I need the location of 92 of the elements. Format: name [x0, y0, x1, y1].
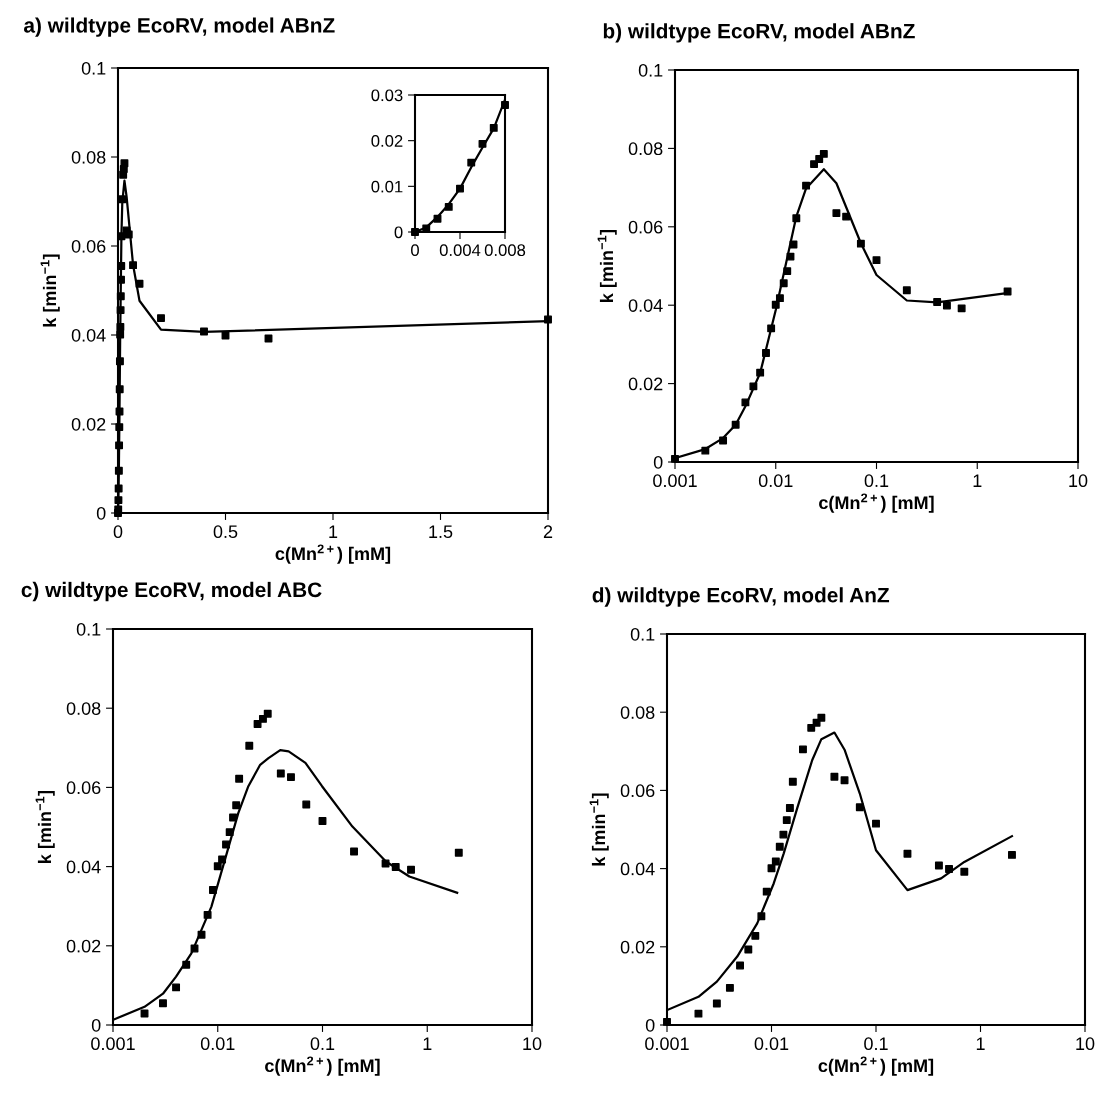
point — [264, 334, 273, 343]
x-tick-label: 0.01 — [200, 1037, 235, 1051]
point — [124, 230, 133, 239]
x-tick-label: 0.01 — [754, 1037, 789, 1051]
x-tick-label: 0 — [411, 244, 419, 257]
chart-title: b) wildtype EcoRV, model ABnZ — [603, 23, 915, 43]
chart-title: c) wildtype EcoRV, model ABC — [21, 581, 322, 602]
y-tick-label: 0.04 — [66, 860, 101, 874]
y-tick-label: 0.08 — [628, 142, 663, 156]
y-tick-label: 0.02 — [371, 135, 403, 147]
point — [114, 496, 123, 505]
point — [544, 315, 552, 324]
x-tick-label: 0 — [113, 525, 123, 539]
y-tick-label: 0.1 — [630, 627, 655, 641]
y-axis-title: k [min$^{−1}$] — [597, 229, 617, 302]
y-tick-label: 0 — [96, 506, 106, 520]
x-tick-label: 1 — [329, 525, 338, 538]
y-tick-label: 0.02 — [71, 417, 106, 431]
x-tick-label: 0.001 — [645, 1037, 689, 1051]
y-tick-label: 0.08 — [66, 702, 101, 715]
y-tick-label: 0.06 — [628, 220, 663, 234]
chart-title: a) wildtype EcoRV, model ABnZ — [24, 17, 335, 37]
y-tick-label: 0.04 — [620, 862, 655, 876]
point — [116, 323, 125, 331]
y-axis-title: k [min$^{−1}$] — [35, 790, 55, 863]
y-tick-label: 0.02 — [620, 940, 655, 954]
x-tick-label: 1 — [976, 1037, 985, 1050]
point — [433, 214, 442, 223]
point — [467, 158, 476, 167]
y-tick-label: 0.06 — [620, 784, 655, 798]
y-tick-label: 0.02 — [628, 377, 663, 391]
point — [200, 327, 208, 336]
x-tick-label: 10 — [1076, 1037, 1095, 1051]
x-tick-label: 0.5 — [213, 525, 238, 539]
x-axis-title: c(Mn$^{2+}$) [mM] — [819, 493, 934, 513]
y-tick-label: 0.1 — [76, 622, 101, 636]
x-tick-label: 0.01 — [758, 474, 793, 488]
y-tick-label: 0.01 — [371, 180, 403, 193]
y-axis-title: k [min$^{−1}$] — [589, 793, 609, 866]
point — [489, 123, 498, 132]
y-tick-label: 0 — [91, 1018, 101, 1032]
point — [115, 357, 124, 366]
y-tick-label: 0.06 — [66, 781, 101, 795]
y-tick-label: 0.04 — [628, 299, 663, 312]
y-tick-label: 0.02 — [66, 939, 101, 953]
x-tick-label: 0.004 — [439, 244, 481, 257]
point — [114, 466, 123, 475]
x-tick-label: 1.5 — [429, 525, 453, 539]
x-tick-label: 0.001 — [91, 1037, 135, 1051]
y-tick-label: 0.03 — [371, 89, 403, 102]
x-tick-label: 0.1 — [864, 1037, 888, 1051]
point — [135, 279, 144, 288]
x-axis-title: c(Mn$^{2+}$) [mM] — [275, 544, 391, 564]
y-tick-label: 0.1 — [638, 63, 663, 77]
point — [116, 306, 125, 315]
point — [501, 101, 509, 109]
point — [478, 139, 487, 148]
x-tick-label: 0.1 — [864, 474, 889, 488]
x-tick-label: 1 — [973, 474, 982, 487]
y-tick-label: 0.1 — [81, 61, 106, 75]
point — [444, 202, 453, 211]
y-tick-label: 0 — [394, 226, 403, 239]
y-tick-label: 0 — [645, 1018, 655, 1032]
y-tick-label: 0.06 — [71, 239, 106, 253]
x-tick-label: 2 — [543, 525, 553, 538]
x-tick-label: 1 — [423, 1037, 432, 1050]
point — [115, 441, 124, 450]
x-tick-label: 10 — [523, 1037, 542, 1051]
point — [456, 184, 464, 193]
point — [157, 314, 165, 323]
point — [129, 261, 138, 270]
point — [221, 331, 230, 340]
x-tick-label: 10 — [1069, 474, 1088, 488]
x-tick-label: 0.001 — [653, 474, 697, 488]
point — [116, 330, 125, 339]
y-tick-label: 0.08 — [620, 706, 655, 719]
chart-title: d) wildtype EcoRV, model AnZ — [592, 587, 890, 607]
x-tick-label: 0.1 — [310, 1037, 335, 1051]
y-axis-title: k [min$^{−1}$] — [40, 254, 60, 327]
point — [116, 292, 125, 301]
point — [120, 159, 129, 168]
x-axis-title: c(Mn$^{2+}$) [mM] — [265, 1056, 380, 1076]
y-tick-label: 0.04 — [71, 328, 106, 342]
x-tick-label: 0.008 — [484, 244, 526, 257]
point — [114, 484, 123, 493]
x-axis-title: c(Mn$^{2+}$) [mM] — [818, 1056, 934, 1076]
y-tick-label: 0.08 — [71, 150, 106, 164]
point — [411, 228, 419, 236]
point — [118, 195, 127, 204]
point — [115, 385, 124, 394]
point — [115, 423, 124, 432]
y-tick-label: 0 — [653, 455, 663, 469]
